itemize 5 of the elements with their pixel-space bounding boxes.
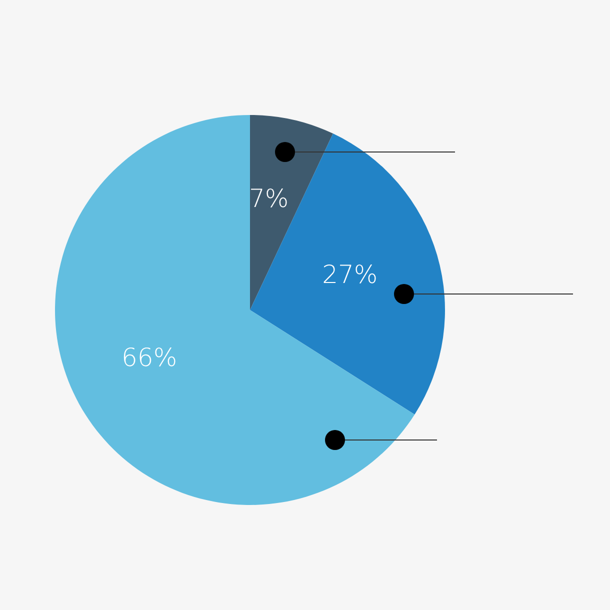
pie-slice: [250, 134, 445, 414]
pie-slice: [55, 115, 415, 505]
data-label: 7%: [248, 184, 289, 213]
data-label: 66%: [122, 343, 178, 372]
data-label: 27%: [322, 260, 378, 290]
